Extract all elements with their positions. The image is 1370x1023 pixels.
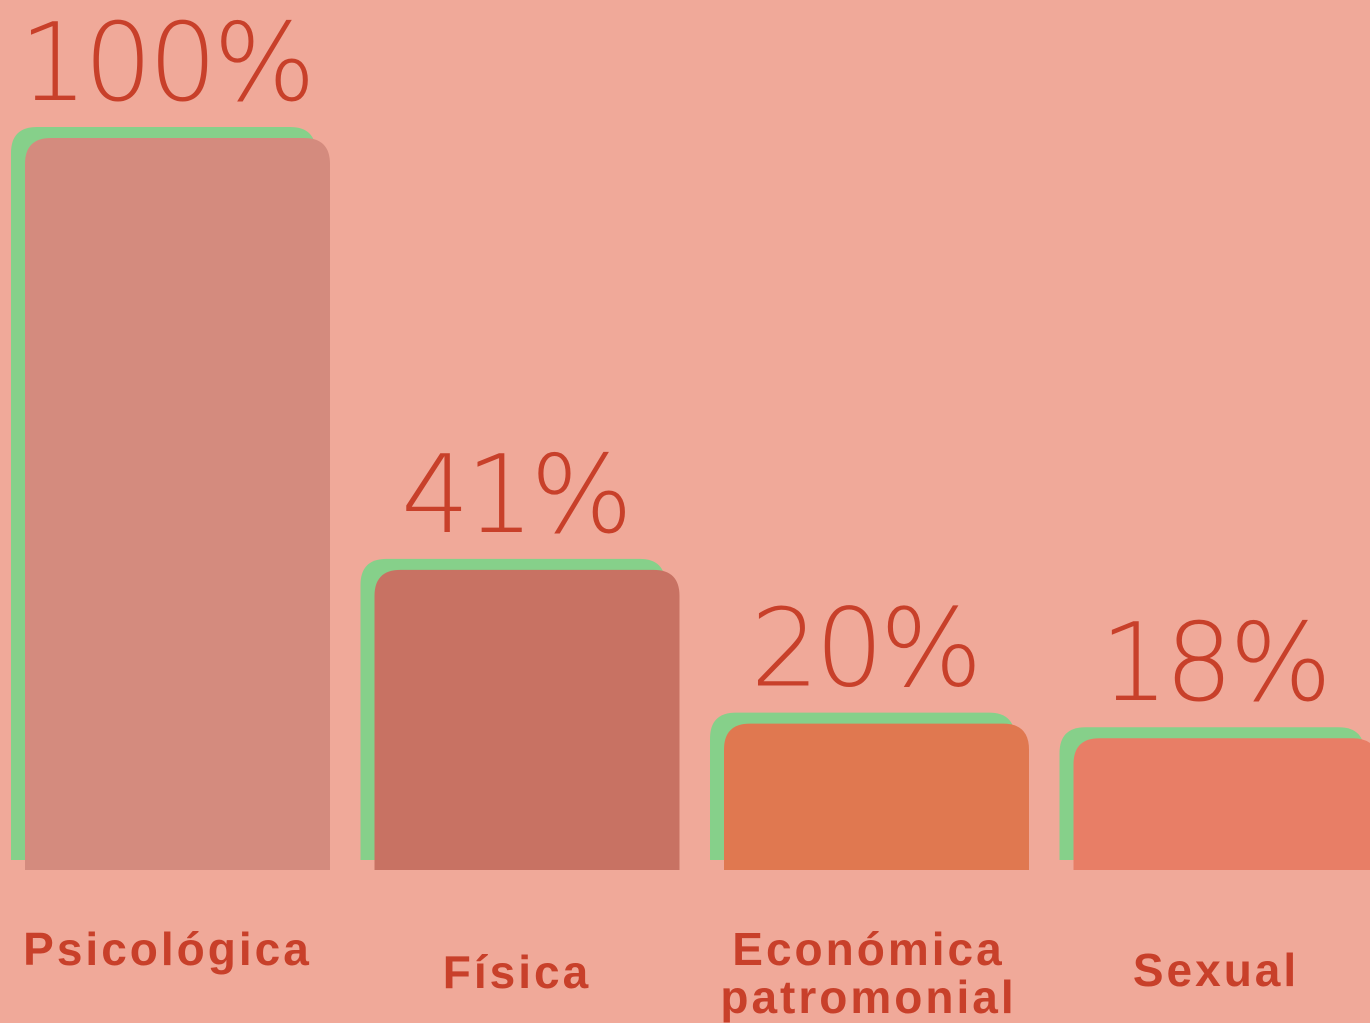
category-label: Económica patromonial (704, 925, 1034, 1021)
value-label: 100% (19, 1, 312, 126)
bar (724, 724, 1029, 870)
chart: 100% 41% 20% 18% (0, 0, 1370, 1021)
page: 100% 41% 20% 18% PsicológicaFísicaEconómica… (0, 0, 1370, 1021)
value-label: 20% (750, 587, 978, 712)
value-label: 41% (401, 433, 629, 558)
bar (25, 138, 330, 870)
category-label: Psicológica (0, 925, 348, 973)
value-label: 18% (1100, 601, 1328, 726)
category-label: Sexual (1036, 946, 1370, 994)
bar (375, 570, 680, 870)
bar (1074, 738, 1370, 870)
category-label: Física (337, 948, 697, 996)
